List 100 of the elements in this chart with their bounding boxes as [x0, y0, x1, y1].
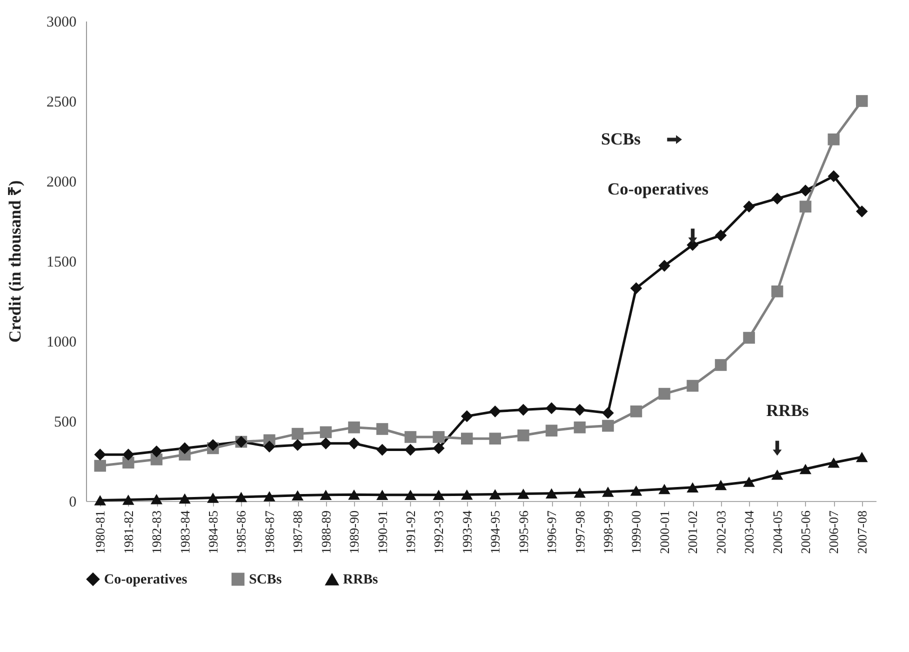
- point: [320, 437, 332, 450]
- x-tick-label: 1992-93: [431, 510, 446, 554]
- legend-label: SCBs: [249, 572, 282, 588]
- x-tick-label: 1988-89: [318, 510, 334, 554]
- point: [630, 405, 642, 418]
- point: [743, 332, 755, 344]
- point: [207, 439, 219, 451]
- point: [771, 285, 784, 298]
- x-tick-label: 2001-02: [685, 510, 700, 554]
- point: [376, 423, 388, 435]
- point: [460, 489, 473, 500]
- y-tick-label: 500: [54, 414, 76, 430]
- point: [122, 448, 134, 461]
- point: [546, 402, 558, 414]
- y-tick-label: 2500: [46, 94, 76, 110]
- point: [800, 200, 812, 213]
- x-tick-label: 2006-07: [826, 510, 842, 554]
- x-tick-label: 2007-08: [854, 510, 870, 554]
- x-tick-label: 2002-03: [713, 510, 728, 554]
- x-tick-label: 2003-04: [742, 510, 757, 554]
- point: [517, 404, 530, 416]
- point: [546, 424, 558, 437]
- point: [320, 426, 332, 438]
- x-tick-label: 2000-01: [656, 510, 672, 554]
- point: [432, 431, 445, 443]
- point: [828, 133, 840, 146]
- point: [292, 490, 304, 501]
- x-tick-label: 1981-82: [120, 510, 136, 554]
- point: [743, 200, 755, 213]
- point: [546, 488, 558, 498]
- point: [800, 184, 812, 197]
- point: [150, 494, 162, 504]
- point: [376, 490, 388, 500]
- point: [150, 445, 162, 458]
- y-tick-label: 1000: [46, 334, 76, 350]
- point: [348, 421, 360, 434]
- annotation: SCBs: [600, 130, 642, 149]
- point: [800, 464, 812, 474]
- point: [630, 485, 642, 496]
- point: [828, 170, 840, 182]
- point: [658, 388, 670, 400]
- point: [460, 432, 473, 445]
- point: [602, 420, 614, 432]
- x-tick-label: 1986-87: [262, 510, 277, 554]
- point: [235, 492, 248, 502]
- point: [178, 442, 191, 454]
- point: [714, 480, 727, 490]
- point: [771, 192, 784, 205]
- x-tick-label: 1982-83: [149, 510, 164, 554]
- point: [686, 482, 699, 493]
- point: [404, 490, 416, 500]
- point: [348, 437, 360, 450]
- point: [348, 489, 360, 500]
- point: [207, 492, 219, 503]
- annotation: Co-operatives: [607, 179, 709, 198]
- point: [517, 429, 530, 442]
- x-tick-label: 1998-99: [600, 510, 616, 554]
- legend-label: Co-operatives: [104, 572, 188, 588]
- point: [489, 432, 502, 445]
- point: [658, 260, 670, 272]
- point: [686, 380, 699, 392]
- point: [602, 407, 614, 419]
- x-tick-label: 1989-90: [346, 510, 362, 554]
- legend-label: RRBs: [343, 572, 379, 588]
- x-tick-label: 1984-85: [205, 510, 220, 554]
- point: [94, 448, 106, 461]
- x-tick-label: 1990-91: [374, 510, 390, 554]
- point: [489, 489, 502, 500]
- point: [404, 431, 416, 443]
- annotation: RRBs: [766, 401, 810, 420]
- x-tick-label: 1993-94: [459, 510, 474, 554]
- x-tick-label: 1980-81: [92, 510, 108, 554]
- point: [94, 460, 106, 472]
- point: [376, 444, 388, 456]
- point: [714, 359, 727, 371]
- point: [178, 493, 191, 504]
- y-tick-label: 3000: [46, 14, 76, 30]
- x-tick-label: 1999-00: [628, 510, 644, 554]
- point: [122, 494, 134, 505]
- point: [489, 405, 502, 418]
- point: [856, 452, 868, 462]
- point: [263, 440, 276, 453]
- point: [574, 488, 586, 498]
- point: [743, 476, 755, 487]
- point: [714, 229, 727, 242]
- point: [856, 95, 868, 107]
- point: [432, 490, 445, 500]
- x-tick-label: 1983-84: [177, 510, 192, 554]
- y-axis-title: Credit (in thousand ₹): [6, 180, 24, 343]
- point: [517, 488, 530, 499]
- point: [574, 404, 586, 416]
- x-tick-label: 2005-06: [798, 510, 813, 554]
- point: [630, 282, 642, 294]
- x-tick-label: 1997-98: [572, 510, 588, 554]
- x-tick-label: 1987-88: [290, 510, 306, 554]
- y-tick-label: 2000: [46, 174, 76, 190]
- y-tick-label: 1500: [46, 254, 76, 270]
- point: [94, 495, 106, 506]
- x-tick-label: 1996-97: [544, 510, 560, 554]
- x-tick-label: 1995-96: [516, 510, 531, 554]
